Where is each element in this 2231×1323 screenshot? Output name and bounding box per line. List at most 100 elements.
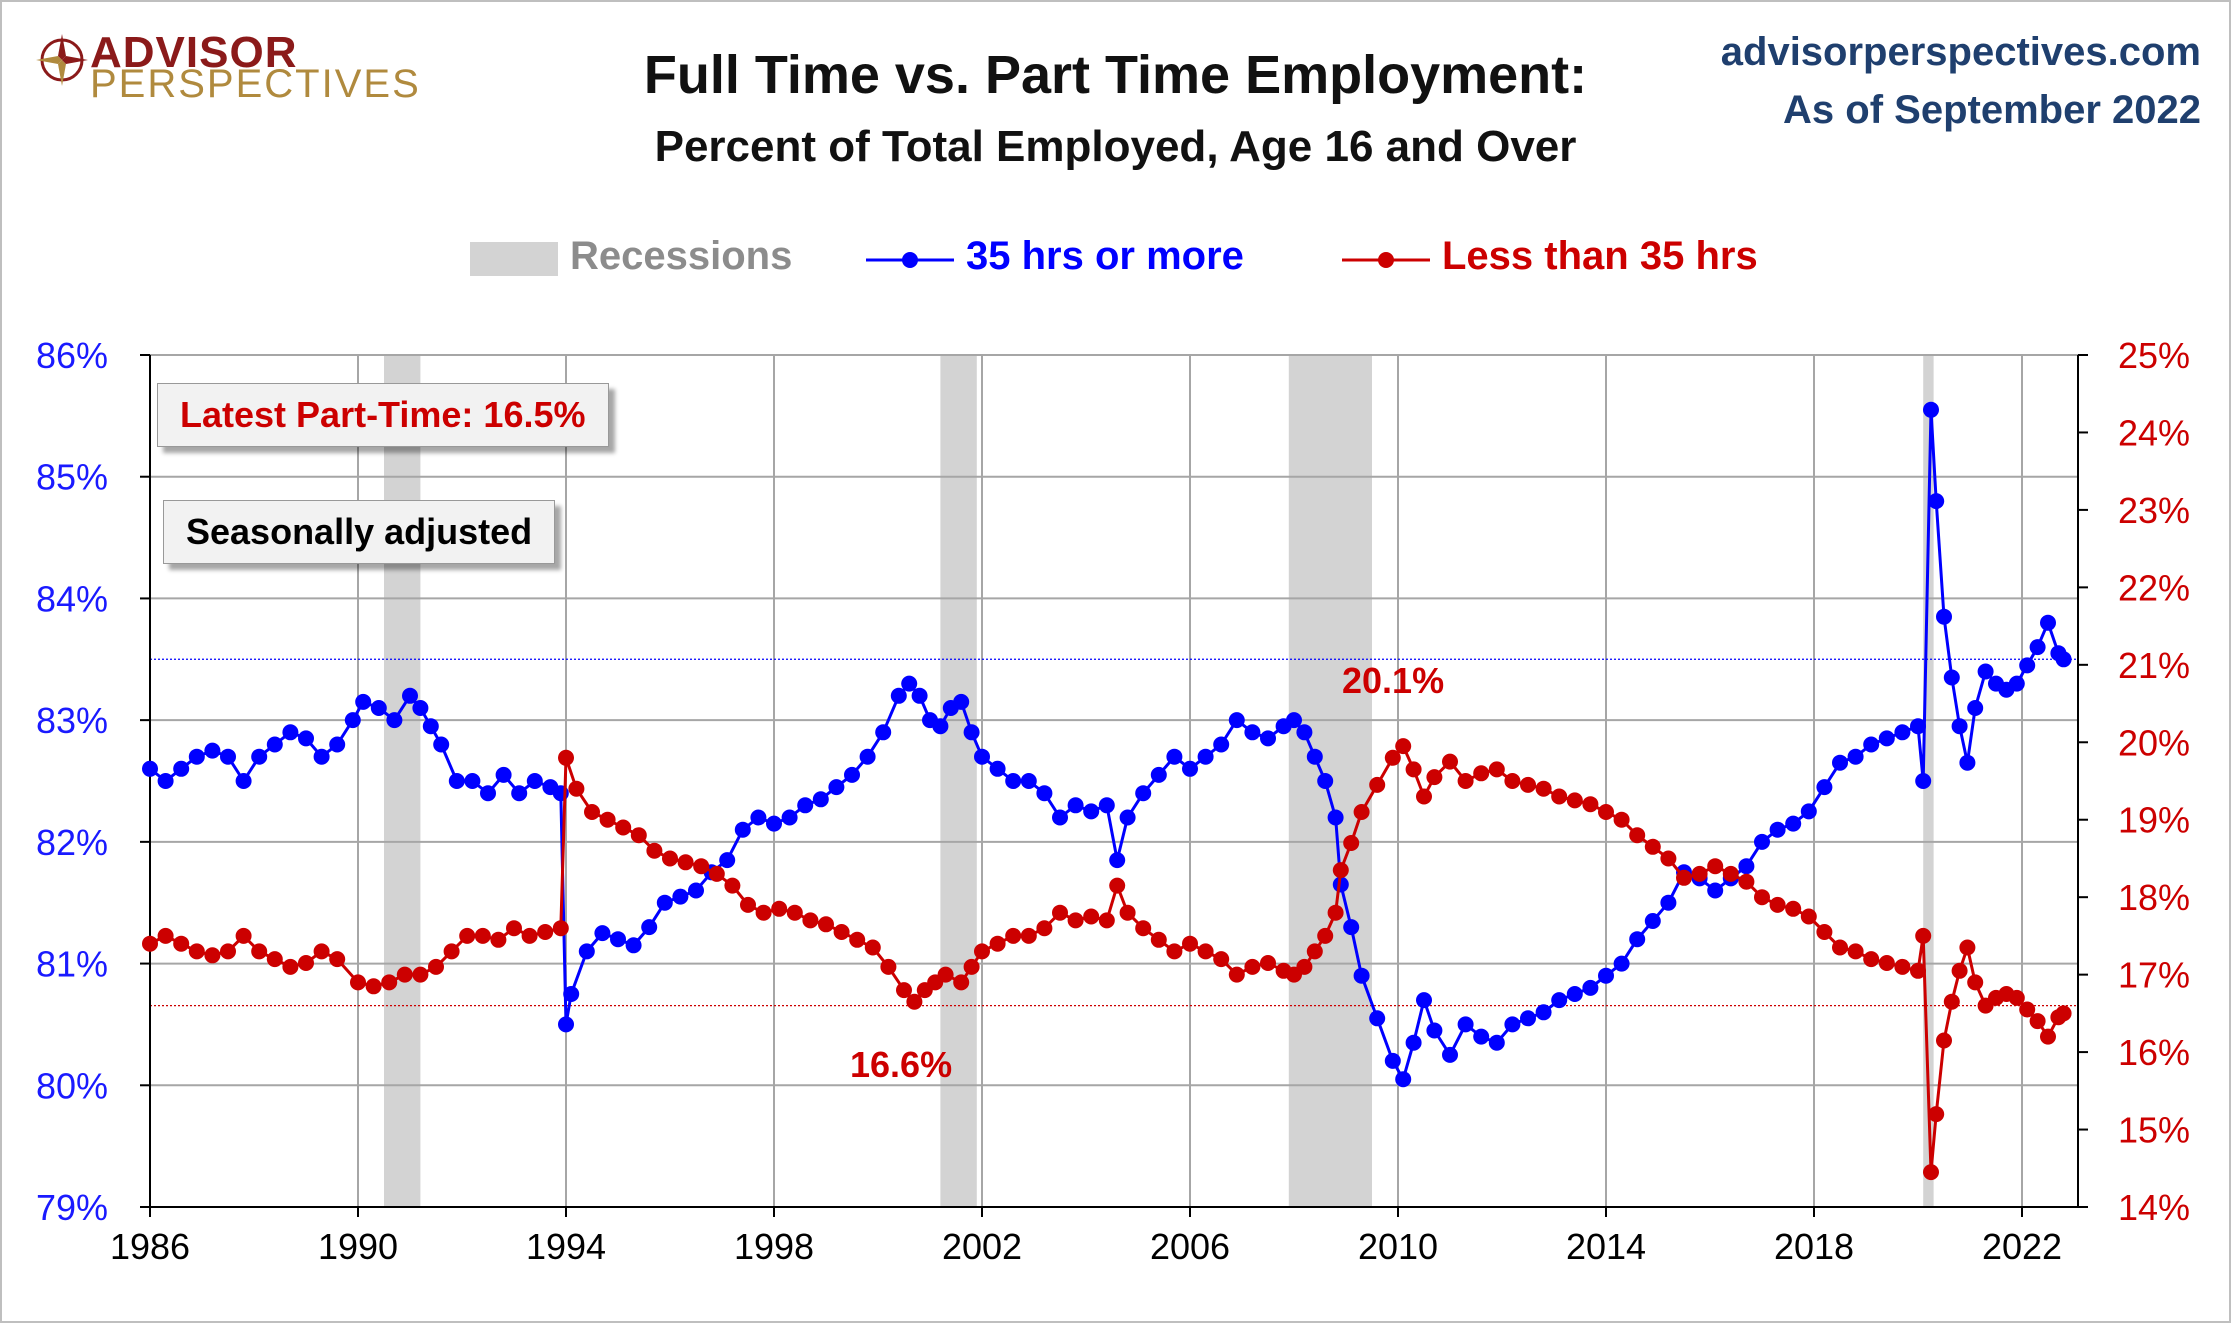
full-time-point — [1327, 809, 1344, 826]
part-time-point — [552, 920, 569, 937]
part-time-point — [1442, 753, 1458, 770]
full-time-point — [963, 724, 980, 741]
x-tick-label: 2006 — [1150, 1226, 1230, 1267]
left-tick-label: 84% — [36, 578, 108, 619]
part-time-point — [755, 904, 772, 921]
part-time-point — [1317, 927, 1334, 944]
full-time-point — [766, 815, 782, 832]
full-time-point — [235, 773, 252, 789]
part-time-point — [1067, 912, 1084, 929]
right-tick-label: 14% — [2118, 1187, 2190, 1228]
full-time-point — [1520, 1010, 1536, 1027]
part-time-point — [1488, 761, 1505, 778]
part-time-point — [1959, 939, 1976, 956]
full-time-point — [1551, 992, 1568, 1009]
full-time-point — [828, 779, 845, 796]
part-time-point — [2029, 1013, 2046, 1030]
full-time-point — [1800, 803, 1817, 820]
part-time-point — [1551, 788, 1568, 805]
part-time-point — [1832, 939, 1848, 956]
part-time-point — [906, 993, 923, 1010]
full-time-point — [1135, 785, 1152, 802]
part-time-point — [1582, 796, 1599, 813]
full-time-point — [558, 1016, 574, 1033]
part-time-point — [266, 951, 283, 968]
full-time-point — [719, 852, 736, 869]
right-tick-label: 17% — [2118, 955, 2190, 996]
full-time-point — [1213, 736, 1230, 753]
part-time-point — [1166, 943, 1183, 960]
part-time-point — [1260, 955, 1276, 971]
part-time-low-annotation: 16.6% — [850, 1044, 953, 1085]
part-time-point — [1405, 761, 1422, 778]
legend-part-time-label: Less than 35 hrs — [1442, 234, 1758, 278]
right-tick-label: 20% — [2118, 722, 2190, 763]
part-time-point — [428, 958, 444, 975]
full-time-point — [672, 888, 689, 905]
part-time-point — [1098, 912, 1115, 929]
part-time-point — [1951, 962, 1968, 979]
full-time-point — [1119, 809, 1136, 826]
full-time-point — [1488, 1034, 1505, 1051]
full-time-point — [797, 797, 814, 814]
as-of-date: As of September 2022 — [1783, 88, 2201, 132]
full-time-point — [1977, 663, 1994, 680]
full-time-point — [1738, 858, 1755, 875]
chart-title: Full Time vs. Part Time Employment: — [643, 45, 1588, 105]
part-time-point — [1967, 974, 1984, 991]
full-time-point — [1395, 1071, 1412, 1088]
right-tick-label: 24% — [2118, 412, 2190, 453]
full-time-point — [2008, 675, 2025, 692]
seasonally-adjusted-callout: Seasonally adjusted — [163, 500, 556, 564]
part-time-point — [1722, 865, 1739, 882]
full-time-point — [1442, 1046, 1458, 1063]
full-time-point — [480, 785, 496, 802]
part-time-point — [1306, 943, 1323, 960]
part-time-point — [1943, 993, 1960, 1010]
full-time-point — [266, 736, 283, 753]
part-time-point — [350, 974, 366, 991]
full-time-point — [355, 693, 372, 710]
logo-line1: ADVISOR — [90, 28, 298, 77]
part-time-point — [1384, 749, 1401, 766]
right-tick-label: 21% — [2118, 645, 2190, 686]
part-time-point — [880, 958, 897, 975]
full-time-point — [1182, 760, 1198, 777]
part-time-point — [282, 958, 299, 975]
full-time-point — [1098, 797, 1115, 814]
full-time-point — [1923, 401, 1939, 418]
part-time-point — [157, 927, 174, 944]
full-time-point — [1244, 724, 1261, 741]
x-tick-label: 1994 — [526, 1226, 606, 1267]
part-time-point — [474, 927, 491, 944]
full-time-point — [1785, 815, 1802, 832]
part-time-point — [537, 924, 554, 940]
full-time-point — [1109, 852, 1126, 869]
full-time-point — [1598, 967, 1614, 984]
part-time-point — [490, 931, 507, 948]
part-time-point — [802, 912, 819, 929]
full-time-point — [1426, 1022, 1443, 1039]
part-time-point — [506, 920, 522, 937]
left-tick-label: 82% — [36, 822, 108, 863]
full-time-point — [2029, 639, 2046, 656]
full-time-point — [220, 748, 236, 765]
part-time-point — [1182, 935, 1198, 952]
full-time-point — [188, 748, 205, 765]
right-tick-label: 15% — [2118, 1110, 2190, 1151]
full-time-point — [1384, 1052, 1401, 1069]
part-time-point — [1863, 951, 1880, 968]
part-time-point — [953, 974, 970, 991]
x-tick-label: 1998 — [734, 1226, 814, 1267]
full-time-point — [526, 773, 543, 789]
full-time-point — [1967, 700, 1984, 716]
full-time-point — [464, 773, 481, 789]
part-time-point — [771, 900, 788, 917]
full-time-point — [688, 882, 704, 899]
part-time-point — [459, 927, 476, 944]
part-time-point — [1707, 858, 1724, 875]
right-tick-label: 25% — [2118, 335, 2190, 376]
x-tick-label: 2022 — [1982, 1226, 2062, 1267]
full-time-point — [251, 748, 268, 765]
full-time-point — [1582, 979, 1599, 996]
